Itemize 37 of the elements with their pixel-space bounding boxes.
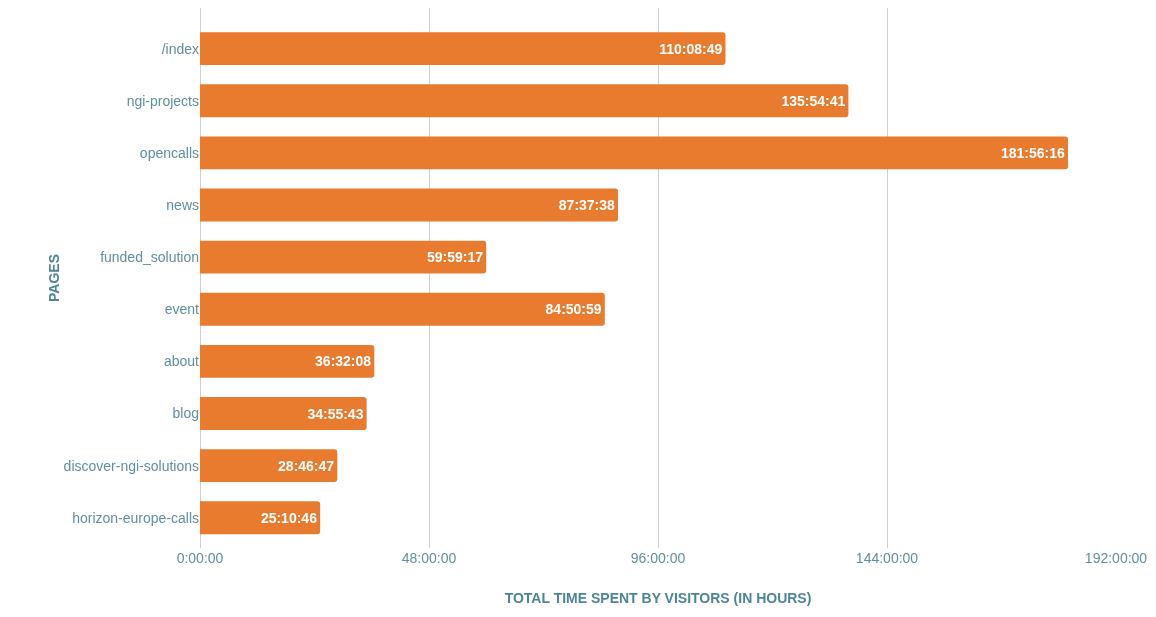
data-label: 87:37:38 [558, 197, 616, 214]
data-label: 135:54:41 [781, 92, 846, 109]
y-tick-label: news [166, 196, 199, 213]
y-tick-label: funded_solution [100, 249, 199, 266]
bar [200, 449, 338, 483]
data-label: 110:08:49 [659, 40, 723, 57]
data-label: 25:10:46 [260, 509, 318, 526]
x-tick-label: 192:00:00 [1084, 550, 1148, 566]
y-tick-label: horizon-europe-calls [72, 509, 199, 526]
y-tick-label: opencalls [139, 144, 199, 161]
data-label: 28:46:47 [278, 457, 335, 474]
bar [200, 397, 367, 430]
y-tick-label: /index [161, 40, 199, 57]
x-tick-label: 96:00:00 [630, 550, 686, 566]
bar [200, 136, 1068, 170]
bar [200, 240, 487, 274]
bar [200, 292, 605, 326]
bar [200, 32, 726, 66]
data-label: 34:55:43 [307, 405, 364, 422]
data-label: 181:56:16 [1000, 144, 1065, 161]
bar [200, 344, 375, 378]
bar [200, 501, 321, 535]
x-tick-label: 0:00:00 [176, 550, 224, 566]
bar [200, 84, 849, 118]
bar [200, 188, 619, 222]
x-tick-label: 144:00:00 [855, 550, 919, 566]
y-tick-label: about [163, 353, 200, 370]
x-tick-label: 48:00:00 [401, 550, 457, 566]
y-tick-label: discover-ngi-solutions [63, 457, 199, 474]
data-label: 36:32:08 [315, 353, 372, 370]
y-tick-label: event [164, 301, 200, 318]
data-label: 59:59:17 [426, 249, 484, 266]
y-axis-title: PAGES [46, 254, 63, 302]
data-label: 84:50:59 [545, 301, 602, 318]
x-axis-title: TOTAL TIME SPENT BY VISITORS (IN HOURS) [504, 590, 812, 607]
y-tick-label: ngi-projects [126, 92, 199, 109]
y-tick-label: blog [172, 405, 199, 422]
